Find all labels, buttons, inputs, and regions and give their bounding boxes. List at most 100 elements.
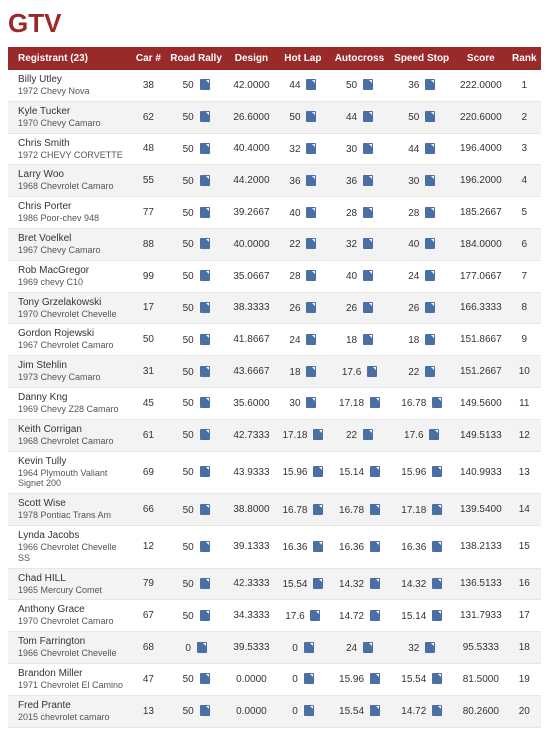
- doc-icon[interactable]: [306, 366, 316, 377]
- cell-autocross: 24: [330, 632, 390, 664]
- col-score[interactable]: Score: [454, 47, 507, 70]
- doc-icon[interactable]: [363, 642, 373, 653]
- doc-icon[interactable]: [200, 466, 210, 477]
- cell-hot-lap: 0: [276, 663, 329, 695]
- col-car[interactable]: Car #: [131, 47, 165, 70]
- registrant-name: Fred Prante: [18, 700, 127, 712]
- doc-icon[interactable]: [432, 504, 442, 515]
- doc-icon[interactable]: [370, 397, 380, 408]
- col-rank[interactable]: Rank: [508, 47, 541, 70]
- doc-icon[interactable]: [306, 207, 316, 218]
- doc-icon[interactable]: [370, 705, 380, 716]
- cell-design: 42.7333: [227, 419, 276, 451]
- doc-icon[interactable]: [363, 334, 373, 345]
- doc-icon[interactable]: [200, 111, 210, 122]
- doc-icon[interactable]: [304, 673, 314, 684]
- doc-icon[interactable]: [363, 238, 373, 249]
- doc-icon[interactable]: [200, 705, 210, 716]
- cell-car-num: 48: [131, 133, 165, 165]
- doc-icon[interactable]: [429, 429, 439, 440]
- doc-icon[interactable]: [363, 175, 373, 186]
- registrant-car: 1966 Chevrolet Chevelle SS: [18, 542, 127, 564]
- doc-icon[interactable]: [363, 270, 373, 281]
- doc-icon[interactable]: [370, 504, 380, 515]
- doc-icon[interactable]: [200, 366, 210, 377]
- doc-icon[interactable]: [200, 175, 210, 186]
- doc-icon[interactable]: [200, 578, 210, 589]
- doc-icon[interactable]: [363, 429, 373, 440]
- doc-icon[interactable]: [306, 175, 316, 186]
- col-registrant[interactable]: Registrant (23): [8, 47, 131, 70]
- doc-icon[interactable]: [432, 541, 442, 552]
- doc-icon[interactable]: [304, 705, 314, 716]
- doc-icon[interactable]: [425, 642, 435, 653]
- doc-icon[interactable]: [200, 143, 210, 154]
- doc-icon[interactable]: [306, 397, 316, 408]
- doc-icon[interactable]: [370, 610, 380, 621]
- doc-icon[interactable]: [363, 143, 373, 154]
- doc-icon[interactable]: [200, 207, 210, 218]
- doc-icon[interactable]: [197, 642, 207, 653]
- doc-icon[interactable]: [313, 466, 323, 477]
- doc-icon[interactable]: [200, 79, 210, 90]
- doc-icon[interactable]: [304, 642, 314, 653]
- doc-icon[interactable]: [425, 175, 435, 186]
- doc-icon[interactable]: [432, 673, 442, 684]
- doc-icon[interactable]: [370, 578, 380, 589]
- doc-icon[interactable]: [370, 673, 380, 684]
- doc-icon[interactable]: [432, 610, 442, 621]
- doc-icon[interactable]: [313, 541, 323, 552]
- doc-icon[interactable]: [200, 270, 210, 281]
- doc-icon[interactable]: [200, 673, 210, 684]
- doc-icon[interactable]: [200, 334, 210, 345]
- cell-hot-lap: 0: [276, 632, 329, 664]
- doc-icon[interactable]: [306, 238, 316, 249]
- doc-icon[interactable]: [200, 238, 210, 249]
- doc-icon[interactable]: [200, 610, 210, 621]
- doc-icon[interactable]: [367, 366, 377, 377]
- col-design[interactable]: Design: [227, 47, 276, 70]
- doc-icon[interactable]: [306, 111, 316, 122]
- doc-icon[interactable]: [306, 270, 316, 281]
- doc-icon[interactable]: [200, 397, 210, 408]
- doc-icon[interactable]: [306, 79, 316, 90]
- doc-icon[interactable]: [425, 79, 435, 90]
- cell-registrant: Jim Stehlin1973 Chevy Camaro: [8, 356, 131, 388]
- doc-icon[interactable]: [310, 610, 320, 621]
- doc-icon[interactable]: [200, 429, 210, 440]
- doc-icon[interactable]: [370, 541, 380, 552]
- col-autocross[interactable]: Autocross: [330, 47, 390, 70]
- doc-icon[interactable]: [306, 302, 316, 313]
- doc-icon[interactable]: [370, 466, 380, 477]
- doc-icon[interactable]: [432, 705, 442, 716]
- col-road-rally[interactable]: Road Rally: [165, 47, 226, 70]
- doc-icon[interactable]: [432, 397, 442, 408]
- doc-icon[interactable]: [200, 302, 210, 313]
- doc-icon[interactable]: [432, 466, 442, 477]
- doc-icon[interactable]: [425, 302, 435, 313]
- doc-icon[interactable]: [363, 302, 373, 313]
- doc-icon[interactable]: [313, 504, 323, 515]
- doc-icon[interactable]: [363, 111, 373, 122]
- col-speed-stop[interactable]: Speed Stop: [389, 47, 454, 70]
- doc-icon[interactable]: [363, 79, 373, 90]
- col-hot-lap[interactable]: Hot Lap: [276, 47, 329, 70]
- doc-icon[interactable]: [200, 504, 210, 515]
- doc-icon[interactable]: [425, 207, 435, 218]
- doc-icon[interactable]: [432, 578, 442, 589]
- doc-icon[interactable]: [425, 334, 435, 345]
- cell-rank: 17: [508, 600, 541, 632]
- doc-icon[interactable]: [425, 238, 435, 249]
- doc-icon[interactable]: [306, 143, 316, 154]
- doc-icon[interactable]: [425, 366, 435, 377]
- doc-icon[interactable]: [363, 207, 373, 218]
- doc-icon[interactable]: [313, 429, 323, 440]
- doc-icon[interactable]: [425, 270, 435, 281]
- doc-icon[interactable]: [425, 143, 435, 154]
- doc-icon[interactable]: [306, 334, 316, 345]
- doc-icon[interactable]: [425, 111, 435, 122]
- cell-hot-lap: 17.18: [276, 419, 329, 451]
- doc-icon[interactable]: [313, 578, 323, 589]
- doc-icon[interactable]: [200, 541, 210, 552]
- registrant-car: 1971 Chevrolet El Camino: [18, 680, 127, 691]
